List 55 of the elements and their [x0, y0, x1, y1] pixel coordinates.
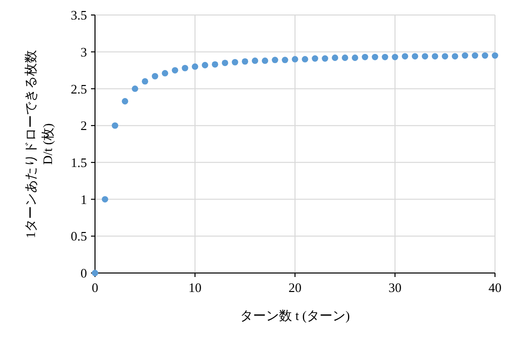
y-tick-label: 3.5	[70, 8, 87, 23]
point	[212, 61, 218, 68]
point	[352, 54, 358, 61]
point	[252, 58, 258, 64]
point	[292, 56, 298, 62]
point	[492, 52, 498, 59]
point	[262, 58, 268, 64]
point	[442, 53, 448, 60]
point	[302, 56, 308, 62]
point	[382, 54, 388, 60]
y-axis-title: 1ターンあたりドローできる枚数 D/t (枚)	[23, 50, 55, 238]
y-tick-label: 0	[80, 266, 87, 281]
point	[412, 53, 418, 60]
point	[472, 52, 478, 59]
point	[152, 72, 158, 80]
point	[182, 64, 188, 72]
point	[132, 86, 138, 92]
point	[162, 70, 168, 76]
point	[192, 63, 198, 70]
y-tick-label: 3	[80, 44, 87, 60]
y-tick-label: 1	[80, 192, 87, 207]
y-tick-label: 2	[80, 118, 87, 134]
point	[282, 56, 288, 64]
point	[402, 53, 408, 60]
x-tick-label: 10	[188, 280, 202, 295]
point	[112, 122, 118, 129]
point	[272, 56, 278, 64]
point	[432, 53, 438, 60]
point	[232, 58, 238, 66]
point	[422, 53, 428, 60]
point	[342, 54, 348, 61]
point	[332, 54, 338, 61]
point	[462, 52, 468, 59]
x-axis-title: ターン数 t (ターン)	[240, 308, 350, 323]
x-tick-label: 30	[388, 280, 402, 295]
x-tick-label: 0	[92, 280, 98, 295]
y-tick-label: 1.5	[70, 154, 87, 170]
point	[392, 54, 398, 60]
point	[482, 52, 488, 59]
point	[222, 60, 228, 66]
point	[452, 53, 458, 60]
point	[312, 55, 318, 62]
point	[242, 58, 248, 65]
point	[142, 78, 148, 85]
point	[122, 98, 128, 104]
point	[202, 62, 208, 68]
point	[172, 67, 178, 74]
y-tick-label: 0.5	[70, 228, 87, 244]
y-tick-label: 2.5	[70, 81, 87, 96]
x-tick-label: 40	[488, 280, 502, 295]
x-tick-label: 20	[288, 280, 302, 295]
point	[362, 54, 368, 60]
point	[102, 196, 108, 202]
point	[372, 54, 378, 60]
point	[322, 55, 328, 62]
